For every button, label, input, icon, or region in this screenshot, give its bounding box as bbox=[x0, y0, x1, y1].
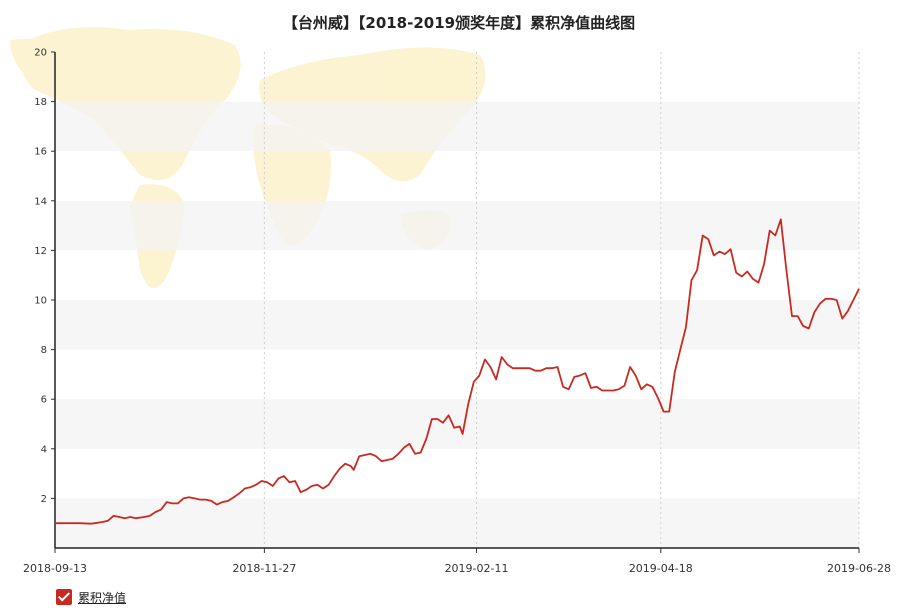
y-tick-label: 18 bbox=[34, 97, 47, 108]
x-tick-label: 2019-06-28 bbox=[827, 562, 891, 575]
legend-checkbox[interactable] bbox=[56, 589, 72, 605]
y-tick-label: 14 bbox=[34, 196, 47, 207]
grid-band bbox=[55, 101, 859, 152]
grid-band bbox=[55, 399, 859, 449]
y-tick-label: 20 bbox=[34, 48, 47, 59]
grid-band bbox=[55, 300, 859, 350]
y-tick-label: 16 bbox=[34, 147, 47, 158]
x-tick-label: 2018-09-13 bbox=[23, 562, 87, 575]
series-line bbox=[55, 218, 860, 525]
grid-bands bbox=[55, 101, 859, 548]
legend-label: 累积净值 bbox=[78, 590, 127, 605]
grid-band bbox=[55, 200, 859, 251]
grid-band bbox=[55, 498, 859, 548]
y-tick-label: 6 bbox=[41, 395, 47, 406]
x-tick-label: 2019-02-11 bbox=[445, 562, 509, 575]
y-tick-label: 2 bbox=[41, 494, 47, 505]
legend-item[interactable]: 累积净值 bbox=[56, 588, 126, 606]
y-tick-label: 12 bbox=[34, 246, 47, 257]
chart-title: 【台州威】【2018-2019颁奖年度】累积净值曲线图 bbox=[282, 14, 636, 32]
y-tick-label: 10 bbox=[34, 296, 47, 307]
y-axis-ticks: 2 4 6 8 10 12 14 16 18 20 bbox=[34, 48, 55, 505]
x-axis-ticks: 2018-09-13 2018-11-27 2019-02-11 2019-04-18… bbox=[23, 548, 891, 575]
y-tick-label: 4 bbox=[41, 444, 47, 455]
x-tick-label: 2018-11-27 bbox=[232, 562, 296, 575]
y-tick-label: 8 bbox=[41, 345, 47, 356]
x-tick-label: 2019-04-18 bbox=[629, 562, 693, 575]
